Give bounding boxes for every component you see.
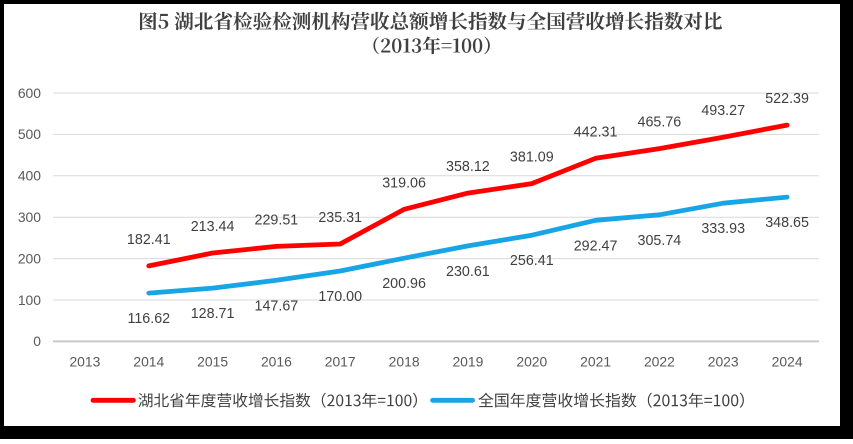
svg-text:200.96: 200.96 (382, 276, 426, 292)
svg-text:2017: 2017 (325, 354, 356, 370)
svg-text:2016: 2016 (261, 354, 292, 370)
svg-text:235.31: 235.31 (318, 210, 362, 226)
svg-text:230.61: 230.61 (446, 264, 490, 280)
svg-text:381.09: 381.09 (510, 150, 554, 166)
svg-text:182.41: 182.41 (127, 232, 171, 248)
svg-text:2020: 2020 (516, 354, 547, 370)
svg-text:493.27: 493.27 (701, 103, 745, 119)
svg-text:2015: 2015 (197, 354, 228, 370)
svg-text:400: 400 (18, 168, 41, 184)
svg-text:319.06: 319.06 (382, 175, 426, 191)
svg-text:0: 0 (33, 333, 41, 349)
svg-text:348.65: 348.65 (765, 215, 809, 231)
svg-text:2014: 2014 (133, 354, 164, 370)
svg-text:170.00: 170.00 (318, 289, 362, 305)
svg-text:100: 100 (18, 292, 41, 308)
svg-text:256.41: 256.41 (510, 253, 554, 269)
svg-text:2023: 2023 (708, 354, 739, 370)
svg-text:522.39: 522.39 (765, 91, 809, 107)
svg-text:2019: 2019 (452, 354, 483, 370)
svg-text:2018: 2018 (389, 354, 420, 370)
svg-text:128.71: 128.71 (191, 306, 235, 322)
svg-text:333.93: 333.93 (701, 221, 745, 237)
svg-text:2013: 2013 (69, 354, 100, 370)
svg-text:2021: 2021 (580, 354, 611, 370)
svg-text:500: 500 (18, 126, 41, 142)
svg-text:600: 600 (18, 85, 41, 101)
svg-text:2024: 2024 (772, 354, 803, 370)
svg-text:305.74: 305.74 (638, 233, 682, 249)
svg-text:292.47: 292.47 (574, 238, 618, 254)
svg-text:465.76: 465.76 (638, 115, 682, 131)
svg-text:200: 200 (18, 250, 41, 266)
svg-text:213.44: 213.44 (191, 219, 235, 235)
svg-text:358.12: 358.12 (446, 159, 490, 175)
svg-text:2022: 2022 (644, 354, 675, 370)
svg-text:300: 300 (18, 209, 41, 225)
svg-text:116.62: 116.62 (127, 311, 170, 327)
svg-text:147.67: 147.67 (255, 298, 299, 314)
svg-text:229.51: 229.51 (255, 212, 299, 228)
svg-text:442.31: 442.31 (574, 124, 618, 140)
